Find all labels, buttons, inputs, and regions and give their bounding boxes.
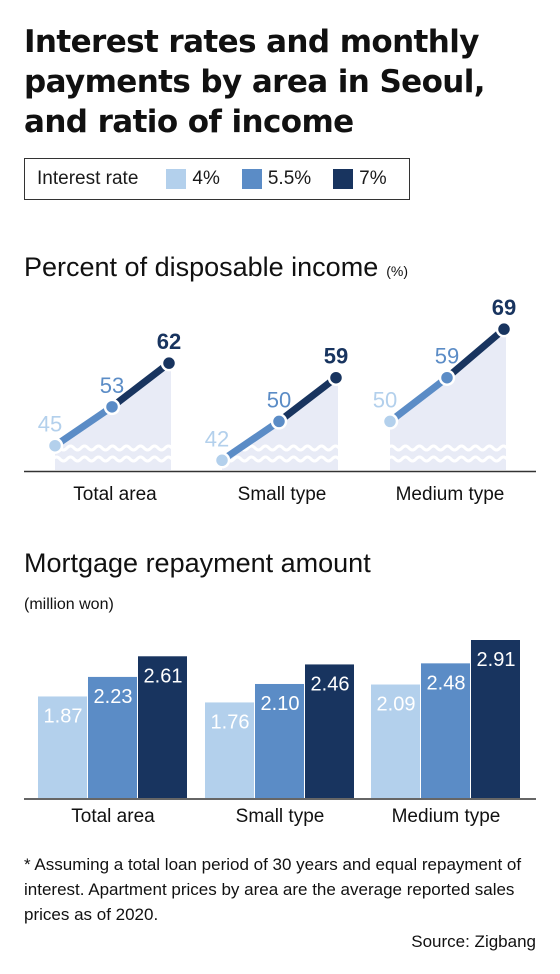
bar-total-area-7	[138, 656, 187, 798]
point-small-type-4	[213, 452, 231, 469]
point-medium-type-4	[381, 413, 399, 430]
value-label-small-type-7: 59	[324, 344, 348, 369]
bar-small-type-7	[305, 664, 354, 798]
line-chart-title-text: Percent of disposable income	[24, 252, 379, 282]
x-label-bar-small-type: Small type	[236, 806, 325, 827]
axis-break-medium-type-0	[386, 444, 516, 452]
x-label-line-medium-type: Medium type	[396, 484, 505, 505]
legend-label-5-5: 5.5%	[267, 168, 312, 189]
segment-medium-type-4-5-5	[386, 374, 451, 425]
legend-swatch-4	[166, 169, 187, 189]
legend-item-4: 4%	[166, 168, 220, 190]
axis-break-small-type-1	[218, 455, 348, 463]
axis-break-medium-type-1	[386, 455, 516, 463]
axis-break-total-area-0	[51, 444, 181, 452]
value-label-total-area-4: 45	[38, 412, 62, 437]
bar-value-medium-type-4: 2.09	[377, 694, 416, 716]
legend-title: Interest rate	[37, 168, 139, 189]
legend-label-7: 7%	[359, 168, 387, 189]
bar-medium-type-5-5	[421, 663, 470, 798]
legend-label-4: 4%	[192, 168, 220, 189]
point-small-type-7	[327, 369, 345, 386]
segment-small-type-5-5-7	[275, 374, 340, 425]
bar-value-medium-type-7: 2.91	[477, 649, 516, 671]
segment-total-area-4-5-5	[51, 403, 116, 450]
bar-value-total-area-5-5: 2.23	[94, 686, 133, 708]
value-label-medium-type-5-5: 59	[435, 344, 459, 369]
bar-value-small-type-7: 2.46	[311, 673, 350, 695]
legend-item-7: 7%	[333, 168, 387, 190]
line-chart-unit: (%)	[386, 263, 408, 279]
point-total-area-7	[160, 354, 178, 372]
value-label-total-area-5-5: 53	[100, 373, 124, 398]
value-label-total-area-7: 62	[157, 329, 181, 354]
bar-chart-unit: (million won)	[24, 596, 114, 613]
bar-chart-title: Mortgage repayment amount	[24, 548, 371, 578]
legend-item-5-5: 5.5%	[241, 168, 312, 190]
value-label-small-type-5-5: 50	[267, 387, 291, 412]
value-label-small-type-4: 42	[205, 426, 229, 451]
area-medium-type	[390, 323, 506, 470]
value-label-medium-type-7: 69	[492, 295, 516, 320]
point-small-type-5-5	[270, 413, 288, 430]
bar-medium-type-4	[371, 684, 420, 798]
bar-value-small-type-4: 1.76	[211, 711, 250, 733]
segment-small-type-4-5-5	[218, 417, 283, 464]
axis-break-total-area-1	[51, 455, 181, 463]
bar-value-total-area-4: 1.87	[44, 705, 83, 727]
x-label-bar-medium-type: Medium type	[392, 806, 501, 827]
point-total-area-4	[46, 437, 64, 454]
segment-medium-type-5-5-7	[443, 325, 508, 382]
footnote: * Assuming a total loan period of 30 yea…	[24, 855, 522, 924]
bar-value-medium-type-5-5: 2.48	[427, 672, 466, 694]
bar-value-total-area-7: 2.61	[144, 665, 183, 687]
x-label-bar-total-area: Total area	[71, 806, 155, 827]
segment-total-area-5-5-7	[108, 359, 173, 411]
bar-total-area-5-5	[88, 676, 137, 798]
bar-value-small-type-5-5: 2.10	[261, 693, 300, 715]
bar-total-area-4	[38, 696, 87, 798]
x-label-line-total-area: Total area	[73, 484, 157, 505]
point-total-area-5-5	[103, 398, 121, 416]
point-medium-type-5-5	[438, 369, 456, 386]
line-chart-title: Percent of disposable income (%)	[24, 252, 408, 283]
x-label-line-small-type: Small type	[238, 484, 327, 505]
bar-medium-type-7	[471, 640, 520, 798]
bar-small-type-4	[205, 702, 254, 798]
bar-small-type-5-5	[255, 683, 304, 798]
legend-swatch-5-5	[241, 169, 262, 189]
chart-title: Interest rates and monthly payments by a…	[24, 24, 486, 140]
value-label-medium-type-4: 50	[373, 387, 397, 412]
source: Source: Zigbang	[411, 932, 536, 951]
legend: Interest rate 4% 5.5% 7%	[24, 158, 410, 200]
point-medium-type-7	[495, 320, 513, 338]
legend-swatch-7	[333, 169, 354, 189]
